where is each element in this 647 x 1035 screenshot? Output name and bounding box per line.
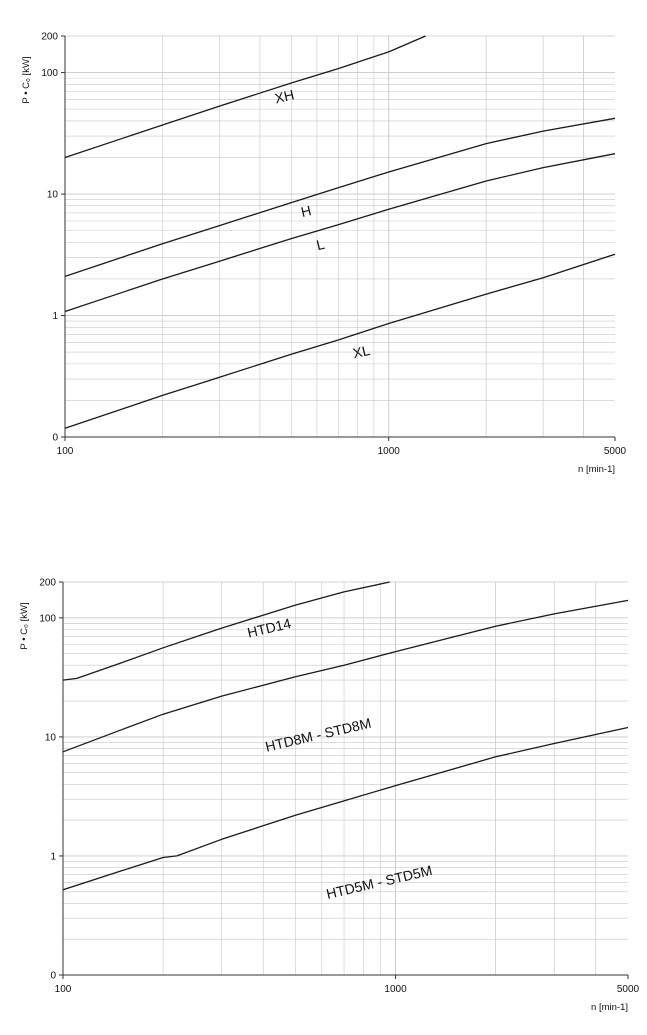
y-tick-label: 200 [41,32,58,43]
y-tick-label: 1 [52,311,58,322]
x-tick-label: 5000 [617,984,640,995]
curve-label: XL [351,342,371,361]
x-axis-label: n [min-1] [591,1002,628,1013]
x-tick-label: 1000 [378,446,401,457]
y-tick-label: 200 [39,578,56,589]
x-tick-label: 5000 [604,446,627,457]
x-axis-label: n [min-1] [578,464,615,475]
x-tick-label: 100 [57,446,74,457]
axes: 0 1 10 100 200 100 1000 5000 P • C₀ [kW] n [min-1… [19,578,640,1014]
grid [63,581,628,975]
y-tick-label: 1 [50,851,56,862]
y-tick-label: 10 [45,732,57,743]
x-tick-label: 100 [55,984,72,995]
y-tick-label: 100 [41,68,58,79]
curve-label: L [315,236,326,253]
y-tick-label: 10 [47,190,59,201]
series-group [62,581,629,891]
x-tick-label: 1000 [384,984,407,995]
curve-label: HTD5M - STD5M [325,862,434,902]
chart-bottom: 0 1 10 100 200 100 1000 5000 P • C₀ [kW] n [min-1… [19,578,640,1014]
series-line-xl [64,253,616,429]
y-axis-label: P • C₀ [kW] [19,602,30,649]
series-line-l [64,153,616,313]
series-line-h [64,117,616,278]
series-line-xh [64,35,426,159]
y-axis-label: P • C₀ [kW] [21,56,32,103]
curve-label: XH [273,86,296,106]
series-line-htd14 [62,581,390,681]
y-tick-label: 0 [50,971,56,982]
axes: 0 1 10 100 200 100 1000 5000 P • C₀ [kW] n [min-1… [21,32,627,476]
y-tick-label: 0 [52,433,58,444]
series-group [64,35,616,429]
series-line-htd5m-std5m [62,726,629,891]
curve-label: H [299,202,312,220]
grid [65,35,615,437]
series-line-htd8m-std8m [62,599,629,753]
chart-top: 0 1 10 100 200 100 1000 5000 P • C₀ [kW] n [min-1… [21,32,627,476]
y-tick-label: 100 [39,613,56,624]
